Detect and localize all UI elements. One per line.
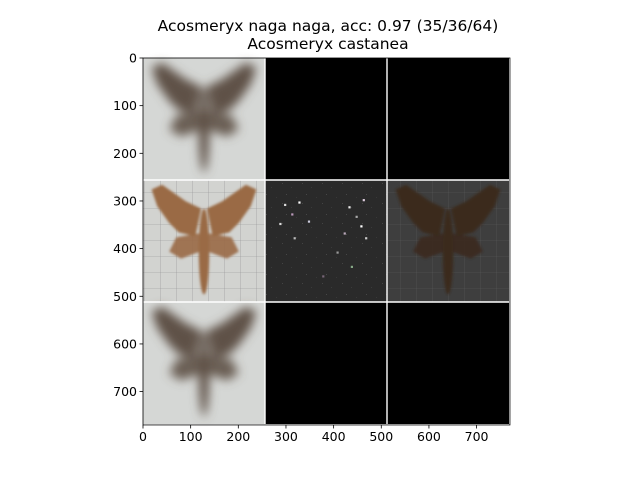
x-tick-label: 100 [179, 429, 203, 444]
y-axis: 0 100 200 300 400 500 600 700 [113, 51, 143, 399]
tile-black [265, 58, 387, 180]
y-tick-label: 400 [113, 241, 137, 256]
chart-subtitle: Acosmeryx castanea [247, 35, 409, 53]
x-tick-label: 500 [369, 429, 393, 444]
x-tick-label: 200 [226, 429, 250, 444]
tile-moth-blurry [143, 302, 265, 424]
tile-moth-photo [143, 180, 265, 302]
x-tick-label: 0 [139, 429, 147, 444]
x-tick-label: 600 [417, 429, 441, 444]
x-tick-label: 400 [322, 429, 346, 444]
tile-black [265, 302, 387, 424]
tile-black [387, 302, 509, 424]
tile-noise-map [265, 180, 387, 302]
y-tick-label: 500 [113, 289, 137, 304]
x-tick-label: 300 [274, 429, 298, 444]
y-tick-label: 700 [113, 384, 137, 399]
y-tick-label: 0 [129, 51, 137, 66]
image-tiles [143, 58, 509, 424]
y-tick-label: 200 [113, 146, 137, 161]
y-tick-label: 100 [113, 98, 137, 113]
chart-title: Acosmeryx naga naga, acc: 0.97 (35/36/64… [157, 17, 499, 35]
x-axis: 0 100 200 300 400 500 600 700 [139, 424, 489, 444]
tile-black [387, 58, 509, 180]
tile-moth-dark [387, 180, 509, 302]
tile-moth-blurry [143, 58, 265, 180]
x-tick-label: 700 [465, 429, 489, 444]
y-tick-label: 300 [113, 193, 137, 208]
axes-frame [142, 57, 511, 426]
tile-separators [143, 58, 510, 425]
y-tick-label: 600 [113, 336, 137, 351]
